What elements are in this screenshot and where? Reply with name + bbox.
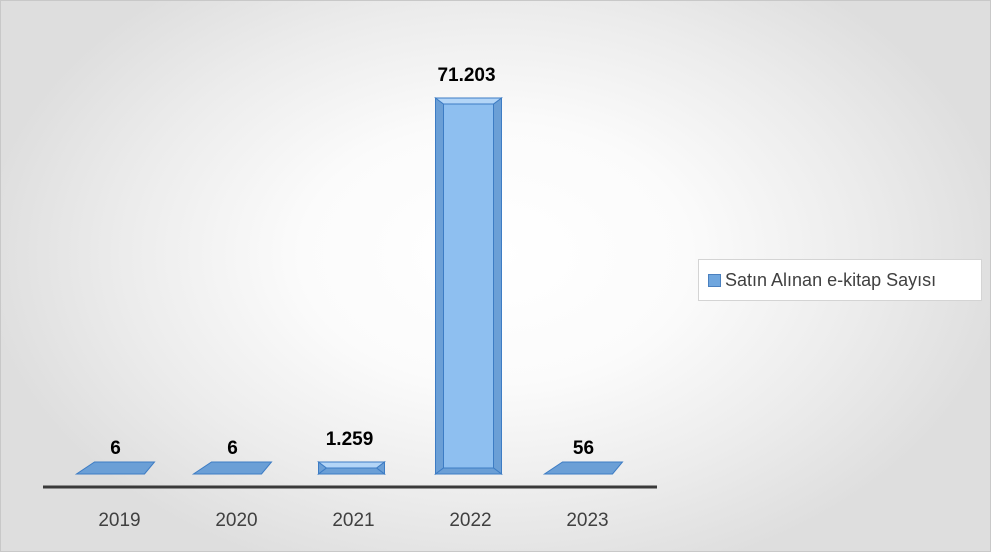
legend: Satın Alınan e-kitap Sayısı — [698, 259, 982, 301]
bar-top-face — [74, 461, 156, 475]
data-label: 1.259 — [326, 429, 374, 450]
bar — [74, 461, 156, 475]
legend-label: Satın Alınan e-kitap Sayısı — [725, 269, 937, 290]
bar-bottom-face — [317, 467, 386, 475]
data-label: 6 — [227, 438, 238, 459]
x-tick-label: 2022 — [449, 510, 491, 531]
bar — [434, 97, 503, 475]
legend-swatch — [708, 273, 721, 287]
x-tick-label: 2019 — [98, 510, 140, 531]
x-tick-label: 2023 — [566, 510, 608, 531]
bar-bottom-face — [434, 467, 503, 475]
data-label: 71.203 — [437, 65, 495, 86]
bar-top-face — [317, 461, 386, 469]
bar-top-face — [191, 461, 273, 475]
bar-top-face — [542, 461, 624, 475]
data-label: 56 — [573, 438, 594, 459]
bar-side-face — [435, 97, 444, 475]
bar — [317, 461, 386, 475]
x-tick-label: 2020 — [215, 510, 257, 531]
bar-top-face — [434, 97, 503, 105]
bar — [191, 461, 273, 475]
bar-front-face — [435, 97, 502, 475]
data-label: 6 — [110, 438, 121, 459]
bar — [542, 461, 624, 475]
bar-side-face — [493, 97, 502, 475]
x-tick-label: 2021 — [332, 510, 374, 531]
